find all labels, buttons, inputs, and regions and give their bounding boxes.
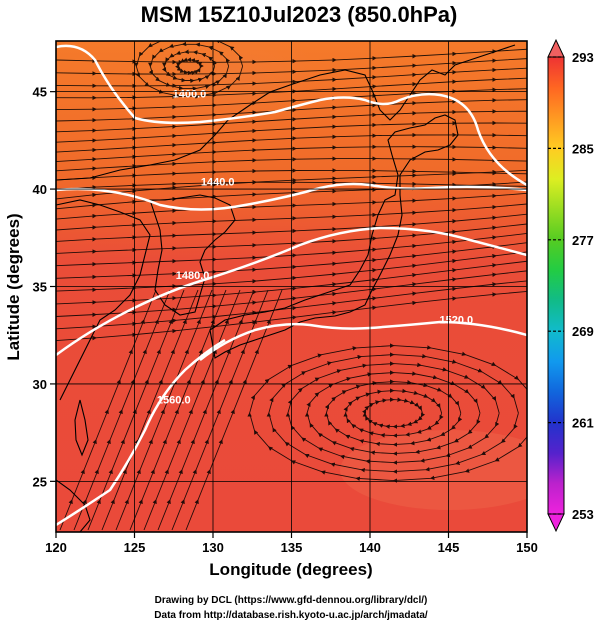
streamline-south	[185, 289, 283, 531]
x-axis-label: Longitude (degrees)	[209, 560, 372, 579]
credit-drawing: Drawing by DCL (https://www.gfd-dennou.o…	[155, 595, 428, 606]
streamline-west	[56, 156, 527, 172]
credit-data: Data from http://database.rish.kyoto-u.a…	[154, 610, 428, 621]
x-tick-label: 140	[359, 540, 381, 555]
plot-area: 1400.0 1440.0 1480.0 1520.0 1560.0	[56, 41, 527, 532]
colorbar-ticks: 293 285 277 269 261 253	[548, 50, 594, 522]
colorbar-min-arrow	[547, 513, 565, 533]
x-tick-label: 130	[202, 540, 224, 555]
colorbar-scale	[547, 56, 565, 515]
contour-label-1480.0: 1480.0	[176, 270, 210, 282]
contour-1440	[56, 182, 527, 211]
map-title: MSM 15Z10Jul2023 (850.0hPa)	[141, 2, 458, 27]
colorbar-tick-label: 269	[572, 324, 594, 339]
colorbar-tick-label: 253	[572, 507, 594, 522]
colorbar: 293 285 277 269 261 253	[547, 38, 594, 533]
contour-label-1520.0: 1520.0	[440, 315, 474, 327]
y-tick-label: 25	[33, 474, 47, 489]
colorbar-tick-label: 261	[572, 416, 594, 431]
streamline-cyclone	[134, 41, 244, 99]
y-axis-ticks: 25 30 35 40 45	[33, 85, 56, 489]
contour-1520	[199, 320, 527, 361]
x-tick-label: 120	[45, 540, 67, 555]
colorbar-tick-label: 277	[572, 233, 594, 248]
lat-lon-grid	[56, 41, 527, 532]
contour-1480	[56, 226, 527, 357]
contour-1560	[56, 338, 226, 527]
colorbar-max-arrow	[547, 38, 565, 58]
y-tick-label: 40	[33, 182, 47, 197]
x-tick-label: 145	[438, 540, 460, 555]
colorbar-tick-label: 285	[572, 141, 594, 156]
y-tick-label: 45	[33, 85, 47, 100]
contour-label-1440.0: 1440.0	[201, 176, 235, 188]
x-tick-label: 150	[516, 540, 538, 555]
contour-label-1400.0: 1400.0	[173, 89, 207, 101]
colorbar-tick-label: 293	[572, 50, 594, 65]
x-tick-label: 135	[281, 540, 303, 555]
x-tick-label: 125	[124, 540, 146, 555]
y-tick-label: 30	[33, 377, 47, 392]
x-axis-ticks: 120 125 130 135 140 145 150	[45, 532, 538, 555]
contour-label-1560.0: 1560.0	[157, 395, 191, 407]
contour-1400	[56, 44, 527, 187]
y-axis-label: Latitude (degrees)	[4, 213, 23, 360]
y-tick-label: 35	[33, 280, 47, 295]
height-contours	[56, 44, 527, 527]
